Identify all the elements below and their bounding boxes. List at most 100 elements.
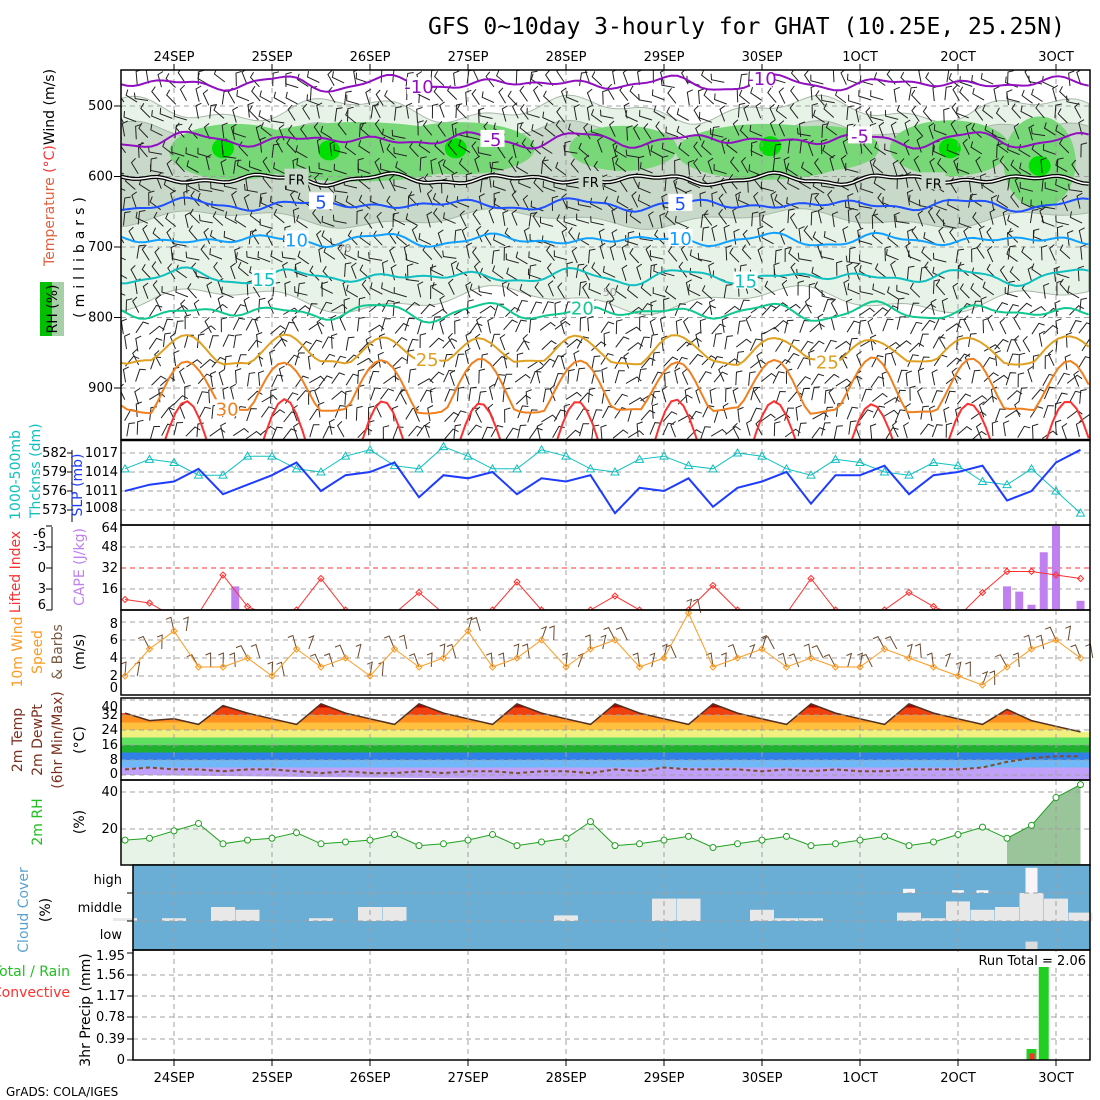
wind-barb (676, 108, 689, 121)
wind-barb (687, 301, 703, 312)
wind-barb (727, 644, 738, 659)
wind-barb (798, 121, 806, 137)
wind-barb (269, 349, 276, 366)
wind-barb (222, 334, 235, 347)
wind-barb (205, 154, 212, 171)
wind-barb (258, 297, 266, 313)
thickness-marker (463, 451, 473, 460)
wind-barb (674, 367, 681, 384)
wind-barb (591, 262, 602, 277)
wind-barb (924, 261, 934, 278)
wind-barb (627, 430, 645, 439)
wind-barb (135, 211, 149, 224)
wind-barb (1004, 287, 1018, 298)
wind-barb (395, 161, 407, 175)
thickness-marker (879, 466, 890, 476)
wind-barb (1061, 422, 1068, 440)
wind-barb (684, 387, 691, 404)
wind-barb (1040, 245, 1048, 261)
wind-marker (121, 672, 129, 680)
wind-barb (211, 356, 226, 368)
thickness-tick: 573 (42, 503, 67, 518)
wind-barb (230, 262, 236, 280)
thickness-marker (732, 447, 743, 457)
wind-barb (750, 304, 767, 314)
wind-barb (1079, 297, 1087, 313)
li-line (124, 571, 1081, 610)
wind-barb (934, 199, 948, 211)
wind-barb (795, 404, 802, 421)
date-label: 28SEP (546, 1071, 587, 1086)
li-marker (880, 606, 889, 610)
wind-barb (259, 192, 267, 208)
wind-barb (447, 332, 456, 350)
li-marker (786, 609, 787, 610)
wind-barb (713, 409, 725, 423)
wind-barb (316, 102, 323, 119)
wind-barb (1031, 423, 1039, 439)
wind-barb (725, 425, 741, 435)
wind-barb (874, 263, 886, 278)
wind-barb (522, 334, 530, 351)
wind-barb (278, 365, 285, 382)
wind-barb (493, 233, 506, 247)
wind-barb (249, 209, 262, 224)
wind-barb (514, 373, 531, 383)
wind-barb (703, 89, 715, 105)
wind-barb (260, 406, 275, 418)
wind-barb (800, 388, 810, 402)
rh-marker (268, 834, 276, 842)
wind-barb (542, 301, 554, 314)
wind-barb (465, 281, 472, 298)
wind-barb (1021, 89, 1033, 104)
slp-title: SLP (mb) (70, 453, 86, 516)
wind-barb (382, 425, 390, 440)
wind-barb (541, 414, 558, 423)
wind-barb (125, 298, 133, 314)
wind-barb (757, 246, 764, 263)
contour-label: 25 (816, 353, 839, 374)
date-label: 26SEP (350, 1071, 391, 1086)
wind-barb (701, 226, 710, 242)
wind-barb (701, 304, 717, 316)
wind-barb (254, 316, 261, 333)
wind-barb (809, 340, 825, 351)
wind-barb (360, 123, 371, 138)
wind-barb (1031, 388, 1046, 400)
li-marker (586, 606, 595, 610)
wind-barb (528, 318, 537, 333)
wind-barb (284, 281, 291, 297)
wind-barb (1081, 339, 1090, 352)
li-marker (243, 602, 252, 610)
wind-barb (699, 318, 707, 334)
wind-barb (846, 652, 853, 668)
wind-barb (845, 201, 859, 211)
wind-barb (980, 72, 994, 85)
wind-barb (175, 156, 185, 173)
wind-barb (943, 107, 950, 123)
wind-barb (445, 195, 458, 209)
wind-barb (809, 322, 825, 333)
wind-barb (815, 90, 825, 106)
date-label: 30SEP (742, 1071, 783, 1086)
wind-barb (743, 104, 750, 122)
wind-barb (380, 163, 394, 173)
wind-barb (555, 119, 566, 136)
wind-barb (492, 265, 504, 280)
wind-barb (560, 317, 566, 335)
wind-barb (1006, 89, 1013, 106)
wind-barb (437, 120, 446, 137)
wind-barb (350, 262, 357, 279)
wind-barb (796, 376, 812, 388)
cape-tick: 48 (101, 540, 118, 555)
wind-barb (557, 282, 565, 299)
wind-barb (885, 248, 899, 261)
wind-barb (911, 89, 921, 105)
wind-barb (255, 124, 262, 141)
wind-barb (1043, 386, 1056, 400)
cape-bar (1052, 524, 1060, 610)
wind-barb (123, 111, 137, 123)
wind-barb (511, 209, 518, 226)
wind-barb (1030, 199, 1044, 210)
wind-barb (995, 107, 1007, 123)
